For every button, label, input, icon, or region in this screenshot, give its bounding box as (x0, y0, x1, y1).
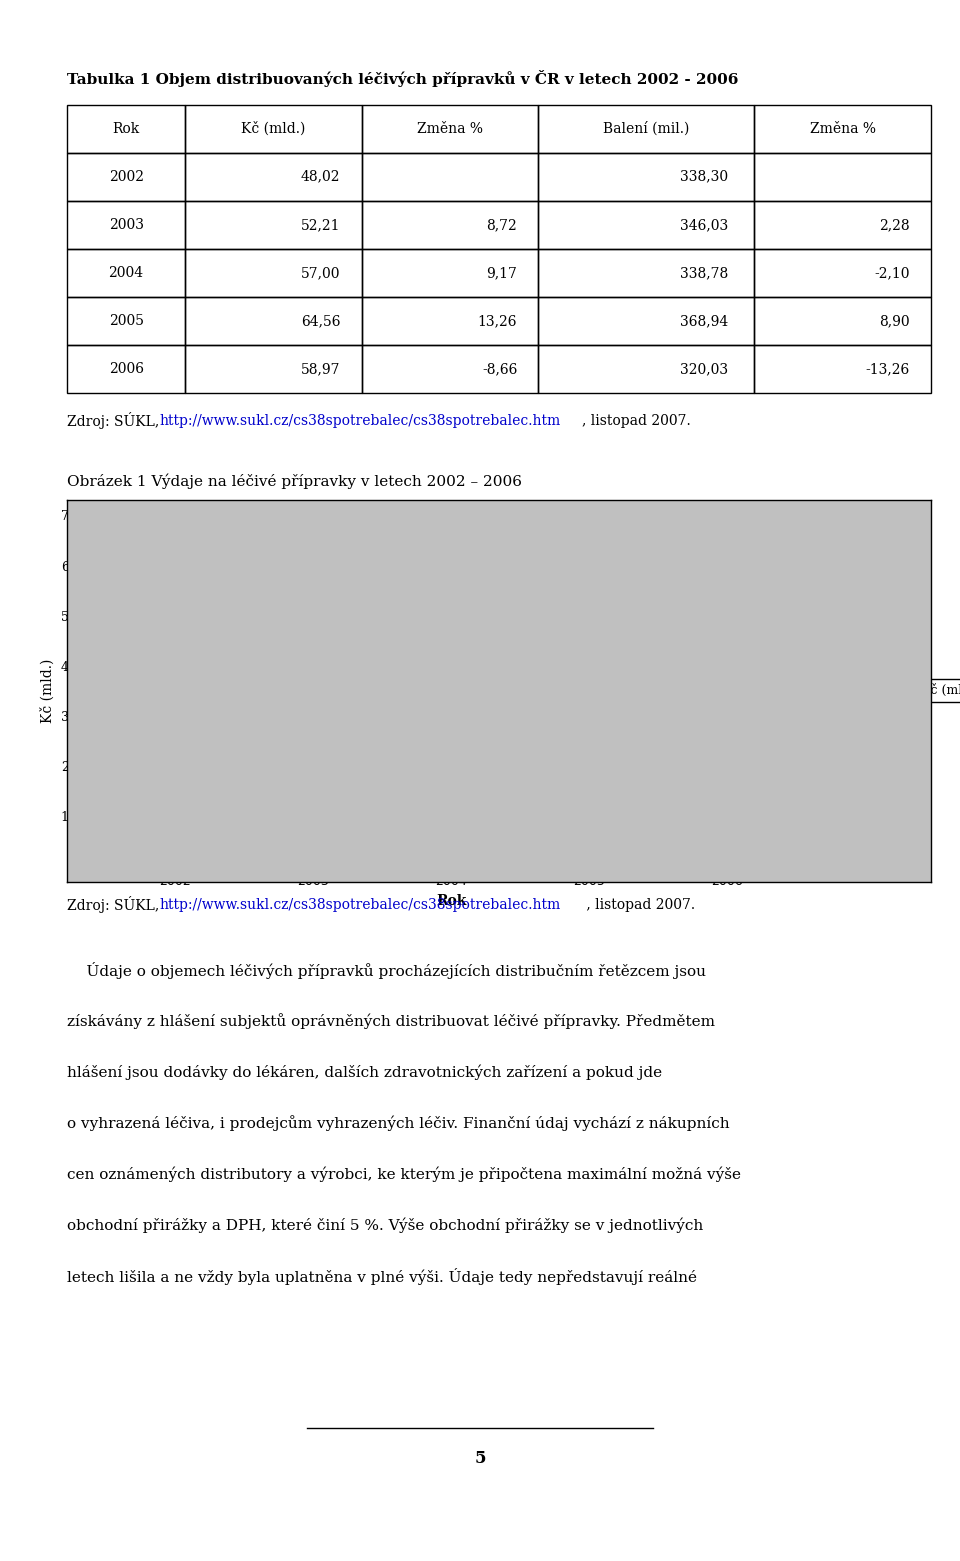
Text: 58,97: 58,97 (301, 362, 341, 376)
Text: 2003: 2003 (108, 219, 144, 233)
Text: hlášení jsou dodávky do lékáren, dalších zdravotnických zařízení a pokud jde: hlášení jsou dodávky do lékáren, dalších… (67, 1065, 662, 1080)
Text: Obrázek 1 Výdaje na léčivé přípravky v letech 2002 – 2006: Obrázek 1 Výdaje na léčivé přípravky v l… (67, 473, 522, 489)
Text: 52,21: 52,21 (301, 219, 341, 233)
Bar (67, 105, 185, 153)
Bar (362, 105, 539, 153)
Bar (276, 604, 351, 866)
Bar (539, 248, 755, 297)
Text: 346,03: 346,03 (681, 219, 729, 233)
Bar (539, 153, 755, 201)
Text: Změna %: Změna % (810, 122, 876, 136)
Text: 2002: 2002 (108, 170, 144, 184)
Text: 57,00: 57,00 (301, 265, 341, 279)
Bar (689, 570, 765, 866)
Text: 2006: 2006 (108, 362, 144, 376)
Bar (755, 201, 931, 248)
Text: Zdroj: SÚKL,: Zdroj: SÚKL, (67, 412, 164, 429)
Bar (185, 297, 362, 345)
Bar (67, 297, 185, 345)
Bar (67, 345, 185, 393)
Bar (362, 248, 539, 297)
Y-axis label: Kč (mld.): Kč (mld.) (41, 659, 55, 723)
Text: 9,17: 9,17 (487, 265, 517, 279)
Text: cen oznámených distributory a výrobci, ke kterým je připočtena maximální možná v: cen oznámených distributory a výrobci, k… (67, 1166, 741, 1182)
Text: získávány z hlášení subjektů oprávněných distribuovat léčivé přípravky. Předměte: získávány z hlášení subjektů oprávněných… (67, 1013, 715, 1029)
Bar (185, 248, 362, 297)
Text: http://www.sukl.cz/cs38spotrebalec/cs38spotrebalec.htm: http://www.sukl.cz/cs38spotrebalec/cs38s… (159, 898, 561, 912)
Bar (362, 345, 539, 393)
Bar (755, 153, 931, 201)
Bar (185, 201, 362, 248)
Bar (539, 297, 755, 345)
Bar (551, 542, 627, 866)
Bar (67, 201, 185, 248)
Bar (185, 153, 362, 201)
Text: 338,78: 338,78 (681, 265, 729, 279)
Text: Rok: Rok (112, 122, 140, 136)
Text: , listopad 2007.: , listopad 2007. (582, 898, 695, 912)
Text: Zdroj: SÚKL,: Zdroj: SÚKL, (67, 896, 164, 913)
Text: 13,26: 13,26 (478, 314, 517, 328)
Bar (185, 105, 362, 153)
Text: 338,30: 338,30 (681, 170, 729, 184)
Text: 8,90: 8,90 (879, 314, 910, 328)
Text: Údaje o objemech léčivých přípravků procházejících distribučním řetězcem jsou: Údaje o objemech léčivých přípravků proc… (67, 962, 707, 979)
Bar (539, 345, 755, 393)
Bar (362, 297, 539, 345)
Text: , listopad 2007.: , listopad 2007. (582, 414, 691, 428)
Bar (185, 345, 362, 393)
Bar (755, 297, 931, 345)
Bar (413, 581, 490, 866)
Text: -13,26: -13,26 (866, 362, 910, 376)
Text: letech lišila a ne vždy byla uplatněna v plné výši. Údaje tedy nepředstavují reá: letech lišila a ne vždy byla uplatněna v… (67, 1268, 697, 1285)
Text: 2004: 2004 (108, 265, 144, 279)
Bar (362, 153, 539, 201)
Text: 320,03: 320,03 (681, 362, 729, 376)
Bar (539, 201, 755, 248)
Text: 8,72: 8,72 (487, 219, 517, 233)
Text: Kč (mld.): Kč (mld.) (241, 122, 305, 136)
Text: Změna %: Změna % (417, 122, 483, 136)
Text: 48,02: 48,02 (301, 170, 341, 184)
Text: -8,66: -8,66 (482, 362, 517, 376)
Text: 2005: 2005 (108, 314, 144, 328)
Text: obchodní přirážky a DPH, které činí 5 %. Výše obchodní přirážky se v jednotlivýc: obchodní přirážky a DPH, které činí 5 %.… (67, 1218, 704, 1233)
Text: 64,56: 64,56 (301, 314, 341, 328)
Text: 2,28: 2,28 (879, 219, 910, 233)
Text: -2,10: -2,10 (875, 265, 910, 279)
Text: Balení (mil.): Balení (mil.) (603, 122, 689, 136)
Bar (755, 105, 931, 153)
Legend: Kč (mld.): Kč (mld.) (881, 679, 960, 702)
Text: 5: 5 (474, 1450, 486, 1467)
Bar (137, 626, 213, 866)
Text: 368,94: 368,94 (681, 314, 729, 328)
Bar (755, 248, 931, 297)
Bar (67, 248, 185, 297)
Text: Tabulka 1 Objem distribuovaných léčivých přípravků v ČR v letech 2002 - 2006: Tabulka 1 Objem distribuovaných léčivých… (67, 70, 738, 86)
Bar (362, 201, 539, 248)
Bar (755, 345, 931, 393)
Text: http://www.sukl.cz/cs38spotrebalec/cs38spotrebalec.htm: http://www.sukl.cz/cs38spotrebalec/cs38s… (159, 414, 561, 428)
Bar (539, 105, 755, 153)
X-axis label: Rok: Rok (436, 894, 467, 909)
Bar (67, 153, 185, 201)
Text: o vyhrazená léčiva, i prodejcům vyhrazených léčiv. Finanční údaj vychází z nákup: o vyhrazená léčiva, i prodejcům vyhrazen… (67, 1115, 730, 1132)
